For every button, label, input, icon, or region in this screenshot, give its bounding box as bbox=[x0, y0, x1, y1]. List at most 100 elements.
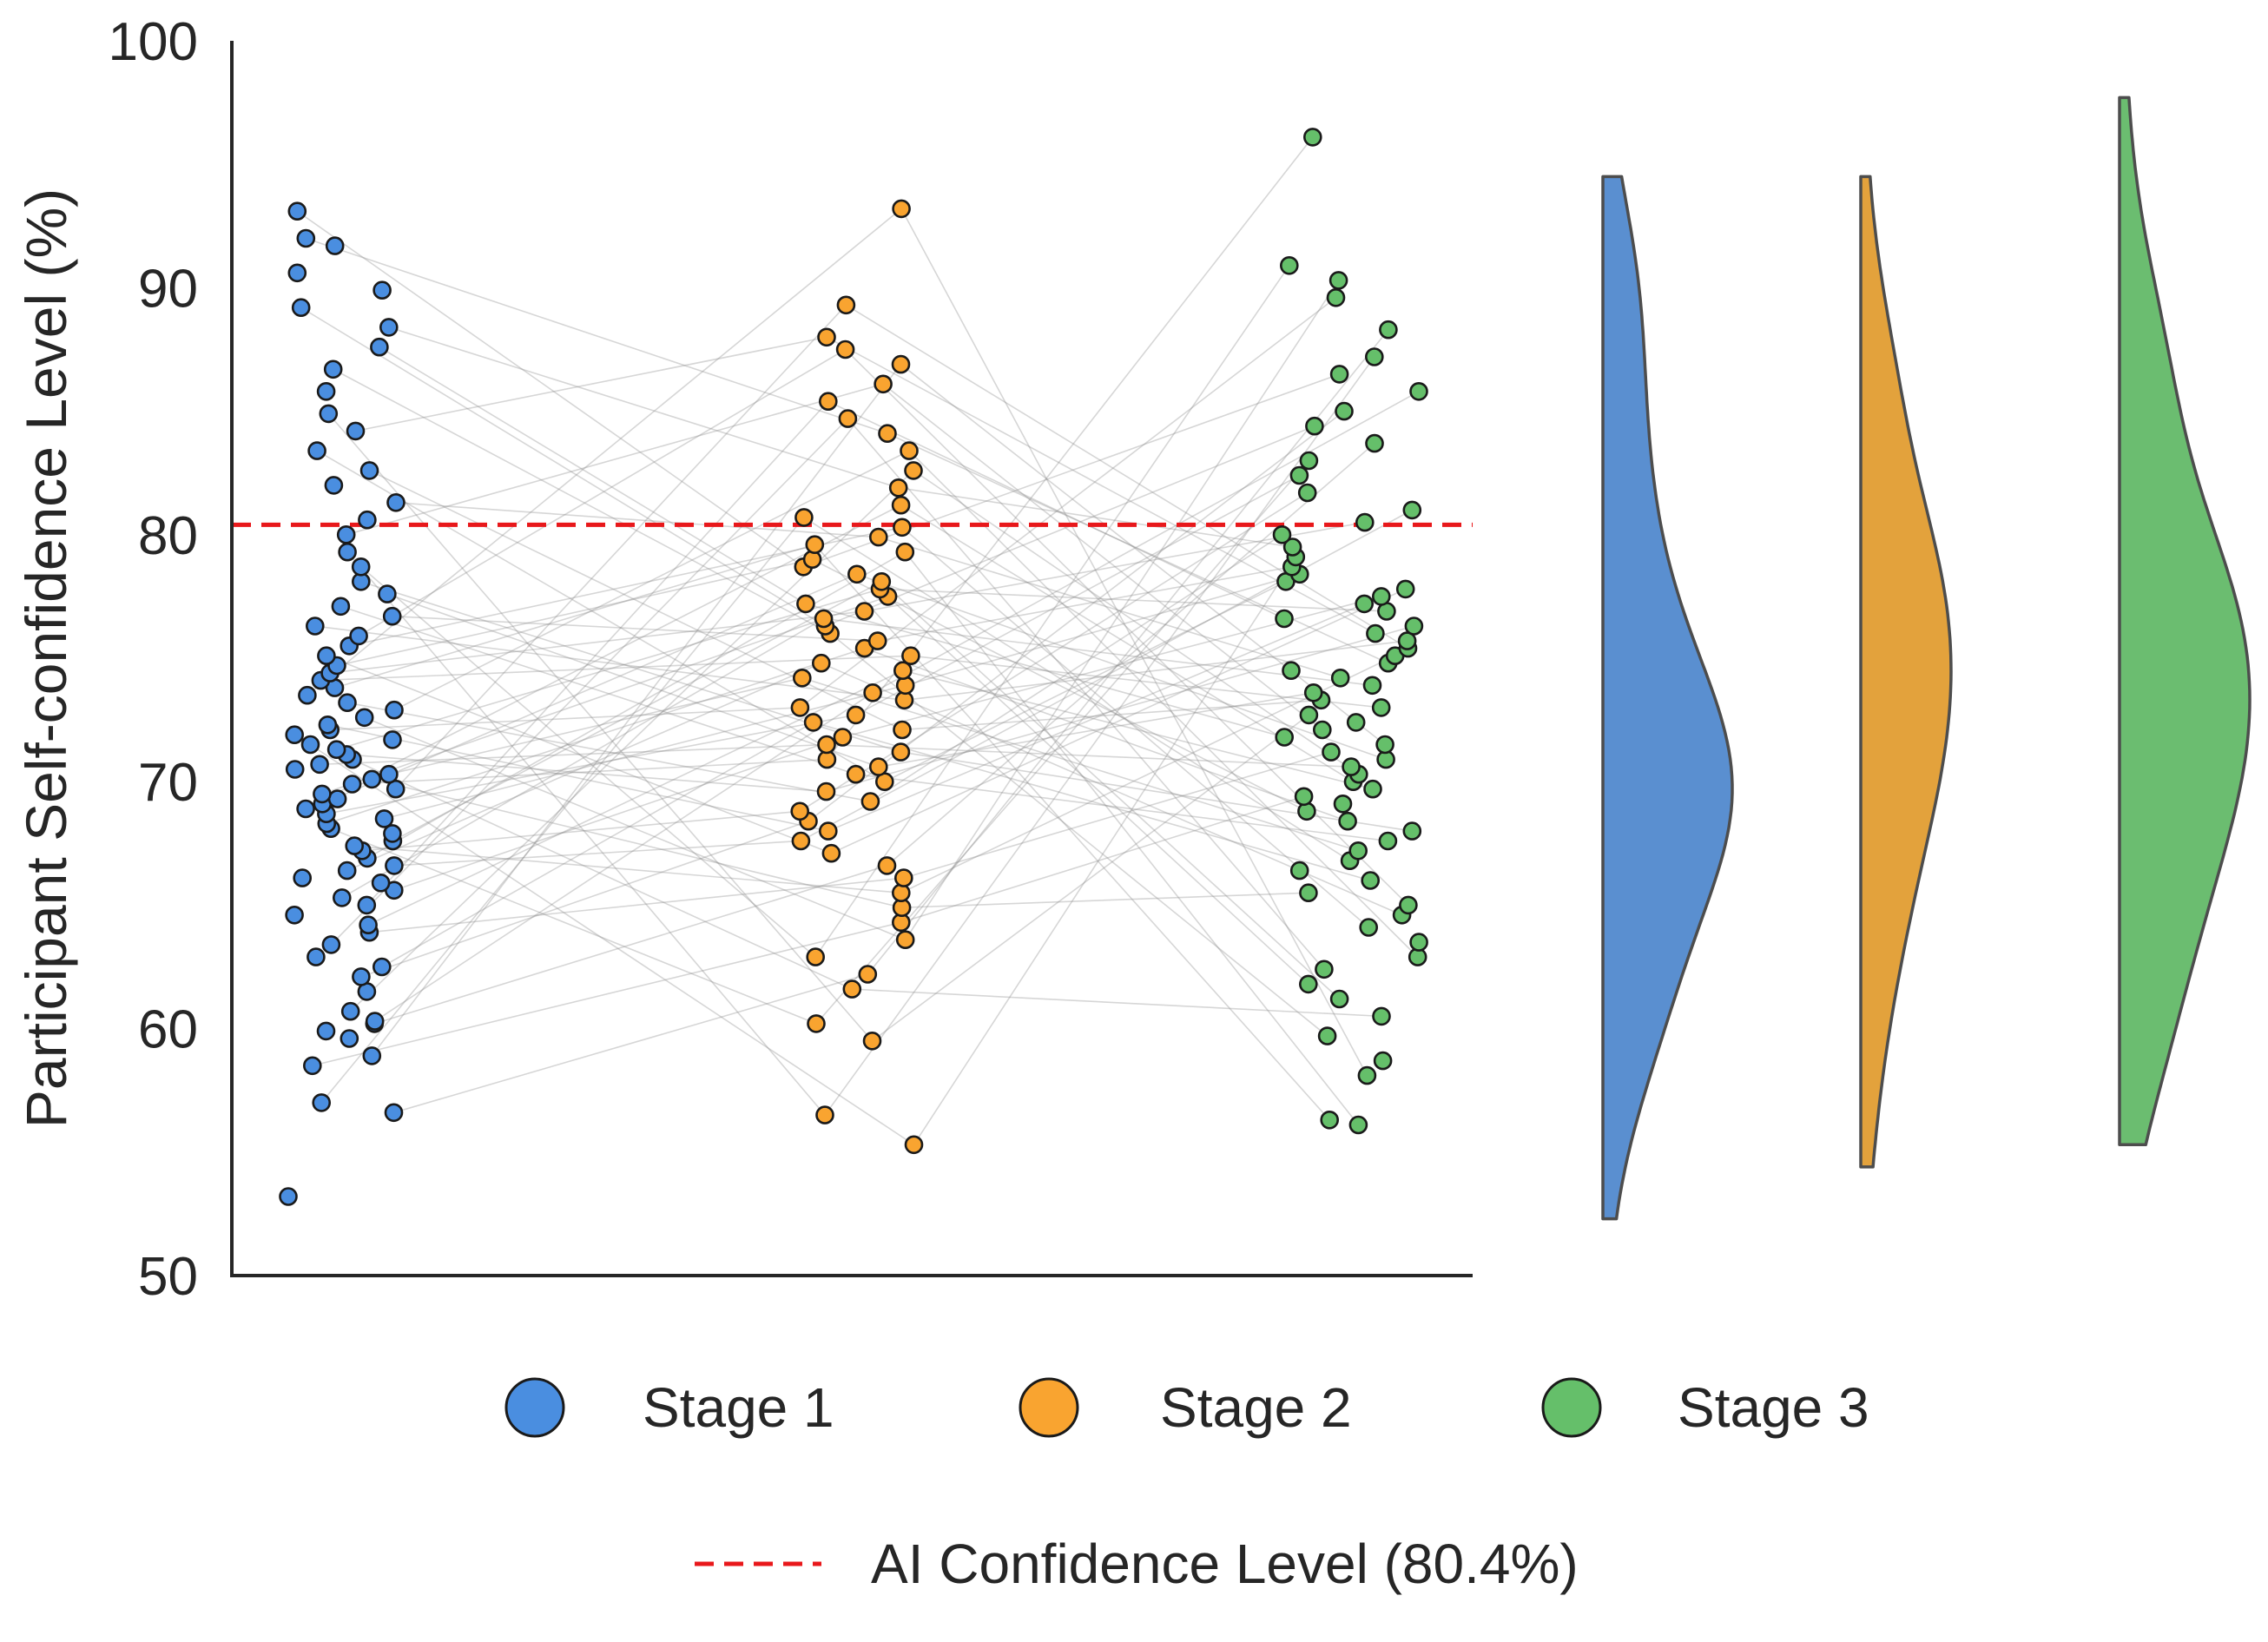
data-point-stage-1 bbox=[305, 617, 325, 636]
data-point-stage-3 bbox=[1366, 623, 1385, 643]
data-point-stage-1 bbox=[359, 461, 379, 480]
data-point-stage-1 bbox=[316, 1021, 336, 1041]
data-point-stage-3 bbox=[1348, 1115, 1368, 1135]
legend-label-stage-3: Stage 3 bbox=[1678, 1376, 1869, 1439]
data-point-stage-3 bbox=[1373, 1051, 1393, 1071]
data-point-stage-2 bbox=[895, 930, 915, 949]
data-point-stage-1 bbox=[354, 708, 374, 728]
data-point-stage-3 bbox=[1371, 698, 1391, 717]
data-point-stage-1 bbox=[287, 263, 307, 283]
data-point-stage-3 bbox=[1320, 1111, 1339, 1130]
data-point-stage-3 bbox=[1355, 594, 1374, 614]
data-point-stage-1 bbox=[285, 906, 304, 925]
data-point-stage-3 bbox=[1342, 757, 1361, 776]
data-point-stage-2 bbox=[846, 705, 866, 725]
y-ticks: 50 60 70 80 90 100 bbox=[109, 12, 198, 1307]
data-point-stage-1 bbox=[384, 1103, 404, 1123]
data-point-stage-2 bbox=[796, 594, 815, 614]
data-point-stage-1 bbox=[336, 524, 356, 544]
data-point-stage-2 bbox=[860, 792, 880, 811]
data-point-stage-1 bbox=[337, 861, 357, 880]
data-point-stage-3 bbox=[1402, 821, 1422, 841]
data-point-stage-2 bbox=[868, 757, 888, 776]
data-point-stage-1 bbox=[291, 298, 311, 318]
data-point-stage-1 bbox=[351, 557, 371, 577]
data-point-stage-3 bbox=[1275, 728, 1294, 747]
data-point-stage-2 bbox=[803, 713, 823, 732]
axes: 50 60 70 80 90 100 Participant Self-confidenc… bbox=[14, 12, 1473, 1307]
data-point-stage-3 bbox=[1303, 128, 1322, 147]
y-tick-label: 60 bbox=[138, 1000, 198, 1060]
data-point-stage-2 bbox=[817, 735, 836, 755]
data-point-stage-2 bbox=[814, 609, 834, 629]
data-point-stage-1 bbox=[340, 1001, 360, 1021]
y-tick-label: 90 bbox=[138, 259, 198, 319]
data-point-stage-1 bbox=[326, 740, 346, 760]
data-point-stage-3 bbox=[1338, 811, 1357, 831]
data-point-stage-2 bbox=[892, 199, 911, 219]
data-point-stage-2 bbox=[836, 295, 856, 315]
data-point-stage-3 bbox=[1329, 365, 1349, 384]
data-point-stage-2 bbox=[811, 653, 831, 673]
data-point-stage-3 bbox=[1297, 801, 1316, 821]
data-point-stage-1 bbox=[362, 769, 382, 789]
data-point-stage-3 bbox=[1282, 537, 1302, 557]
data-point-stage-1 bbox=[370, 337, 389, 357]
data-point-stage-1 bbox=[342, 775, 362, 794]
density-plots bbox=[1601, 96, 2252, 1221]
data-point-stage-1 bbox=[374, 809, 394, 828]
data-point-stage-1 bbox=[378, 584, 397, 603]
data-point-stage-3 bbox=[1372, 1006, 1391, 1026]
data-point-stage-3 bbox=[1357, 1065, 1377, 1085]
legend-item-stage-1: Stage 1 bbox=[504, 1376, 834, 1439]
data-point-stage-2 bbox=[792, 668, 812, 688]
data-point-stage-1 bbox=[325, 236, 345, 255]
data-point-stage-3 bbox=[1299, 705, 1319, 725]
data-point-stage-2 bbox=[816, 781, 836, 801]
data-point-stage-2 bbox=[806, 947, 826, 966]
data-point-stage-1 bbox=[310, 755, 329, 775]
paired-line bbox=[388, 326, 1293, 548]
data-point-stage-2 bbox=[867, 631, 887, 650]
data-point-stage-2 bbox=[862, 1032, 882, 1051]
data-point-stage-2 bbox=[858, 965, 878, 984]
legend-label-stage-1: Stage 1 bbox=[643, 1376, 834, 1439]
data-point-stage-1 bbox=[285, 760, 305, 779]
data-point-stage-3 bbox=[1280, 255, 1299, 275]
data-point-stage-3 bbox=[1346, 713, 1366, 732]
data-point-stage-2 bbox=[901, 646, 920, 666]
data-point-stage-3 bbox=[1372, 587, 1391, 606]
data-point-stage-3 bbox=[1317, 1026, 1337, 1045]
data-point-stage-1 bbox=[357, 895, 377, 915]
data-point-stage-3 bbox=[1335, 401, 1354, 421]
data-point-stage-3 bbox=[1322, 742, 1341, 762]
data-point-stage-1 bbox=[300, 735, 320, 755]
data-point-stage-3 bbox=[1282, 661, 1301, 681]
legend: Stage 1 Stage 2 Stage 3 AI Confidence Le… bbox=[504, 1376, 1869, 1595]
data-point-stage-2 bbox=[818, 821, 838, 841]
paired-line bbox=[393, 329, 1389, 1114]
data-point-stage-3 bbox=[1297, 483, 1317, 503]
data-point-stage-2 bbox=[895, 676, 915, 696]
data-point-stage-3 bbox=[1404, 617, 1424, 636]
density-stage-2 bbox=[1859, 175, 1953, 1169]
data-point-stage-2 bbox=[892, 883, 911, 902]
data-point-stage-2 bbox=[817, 327, 836, 347]
data-point-stage-1 bbox=[386, 779, 405, 799]
data-point-stage-1 bbox=[338, 693, 357, 713]
paired-line bbox=[364, 280, 1340, 941]
data-point-stage-1 bbox=[331, 597, 351, 617]
data-point-stage-1 bbox=[372, 957, 392, 977]
data-point-stage-1 bbox=[324, 476, 344, 495]
data-point-stage-2 bbox=[805, 535, 825, 555]
data-point-stage-1 bbox=[346, 421, 366, 441]
data-point-stage-3 bbox=[1328, 271, 1348, 290]
data-point-stage-2 bbox=[863, 683, 882, 702]
data-point-stage-1 bbox=[352, 967, 371, 986]
data-point-stage-3 bbox=[1333, 794, 1353, 814]
data-point-stage-1 bbox=[307, 441, 326, 460]
data-point-stage-2 bbox=[842, 979, 862, 999]
y-tick-label: 80 bbox=[138, 506, 198, 566]
data-point-stage-1 bbox=[386, 492, 405, 512]
legend-label-ai-confidence: AI Confidence Level (80.4%) bbox=[871, 1533, 1579, 1595]
